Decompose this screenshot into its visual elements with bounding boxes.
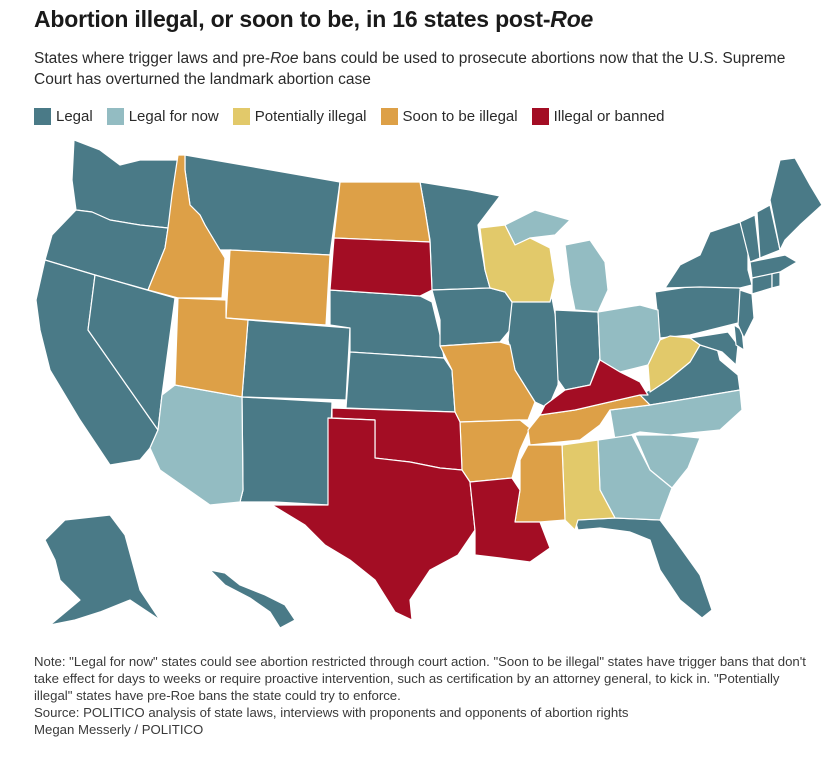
illegal-states bbox=[271, 237, 649, 621]
state-new-jersey bbox=[737, 289, 755, 339]
state-arizona bbox=[149, 384, 244, 506]
title-emphasis: Roe bbox=[550, 6, 594, 32]
legend-label: Soon to be illegal bbox=[402, 108, 518, 125]
state-utah bbox=[174, 297, 249, 398]
legend-item-illegal: Illegal or banned bbox=[531, 108, 665, 125]
legend-swatch-potentially-illegal bbox=[232, 108, 250, 125]
legend-label: Legal bbox=[56, 108, 93, 125]
state-alabama bbox=[561, 439, 616, 531]
state-florida bbox=[574, 517, 713, 619]
state-south-dakota bbox=[329, 237, 433, 297]
page-title: Abortion illegal, or soon to be, in 16 s… bbox=[34, 6, 594, 32]
legend-item-soon-illegal: Soon to be illegal bbox=[380, 108, 518, 125]
legend-swatch-soon-illegal bbox=[380, 108, 398, 125]
potentially-illegal-states bbox=[479, 224, 701, 531]
state-wyoming bbox=[225, 249, 331, 326]
us-states-map bbox=[35, 139, 823, 629]
footnotes: Note: "Legal for now" states could see a… bbox=[34, 653, 814, 738]
state-rhode-island bbox=[771, 271, 781, 289]
state-maine bbox=[769, 157, 823, 251]
state-hawaii bbox=[209, 569, 296, 629]
state-kentucky bbox=[539, 359, 649, 416]
state-massachusetts bbox=[749, 254, 798, 279]
soon-illegal-states bbox=[147, 154, 651, 523]
state-wisconsin bbox=[479, 224, 556, 303]
legend-swatch-legal bbox=[34, 108, 51, 125]
subtitle: States where trigger laws and pre-Roe ba… bbox=[34, 50, 786, 88]
legend-swatch-illegal bbox=[531, 108, 549, 125]
subtitle-emphasis: Roe bbox=[270, 50, 299, 67]
legend-label: Legal for now bbox=[128, 108, 219, 125]
state-new-york bbox=[664, 221, 753, 289]
state-west-virginia bbox=[647, 335, 701, 393]
source-text: Source: POLITICO analysis of state laws,… bbox=[34, 705, 629, 720]
state-kansas bbox=[345, 351, 456, 413]
state-iowa bbox=[431, 287, 515, 347]
state-colorado bbox=[241, 319, 351, 401]
legend-swatch-legal-for-now bbox=[106, 108, 124, 125]
state-mississippi bbox=[514, 444, 566, 523]
state-alaska bbox=[44, 514, 161, 626]
legend-label: Potentially illegal bbox=[254, 108, 367, 125]
credit-text: Megan Messerly / POLITICO bbox=[34, 722, 204, 737]
note-text: Note: "Legal for now" states could see a… bbox=[34, 654, 806, 703]
legend-item-legal: Legal bbox=[34, 108, 93, 125]
state-idaho bbox=[147, 154, 226, 299]
state-texas bbox=[271, 417, 476, 621]
state-north-dakota bbox=[333, 181, 431, 243]
state-louisiana bbox=[469, 477, 551, 563]
legal-states bbox=[35, 139, 823, 629]
state-missouri bbox=[439, 341, 536, 423]
legal-for-now-states bbox=[149, 209, 743, 521]
state-new-mexico bbox=[239, 396, 333, 506]
legend: Legal Legal for now Potentially illegal … bbox=[34, 108, 665, 125]
legend-item-legal-for-now: Legal for now bbox=[106, 108, 219, 125]
state-michigan bbox=[564, 239, 609, 313]
state-michigan-upper bbox=[504, 209, 571, 246]
legend-item-potentially-illegal: Potentially illegal bbox=[232, 108, 367, 125]
legend-label: Illegal or banned bbox=[553, 108, 665, 125]
